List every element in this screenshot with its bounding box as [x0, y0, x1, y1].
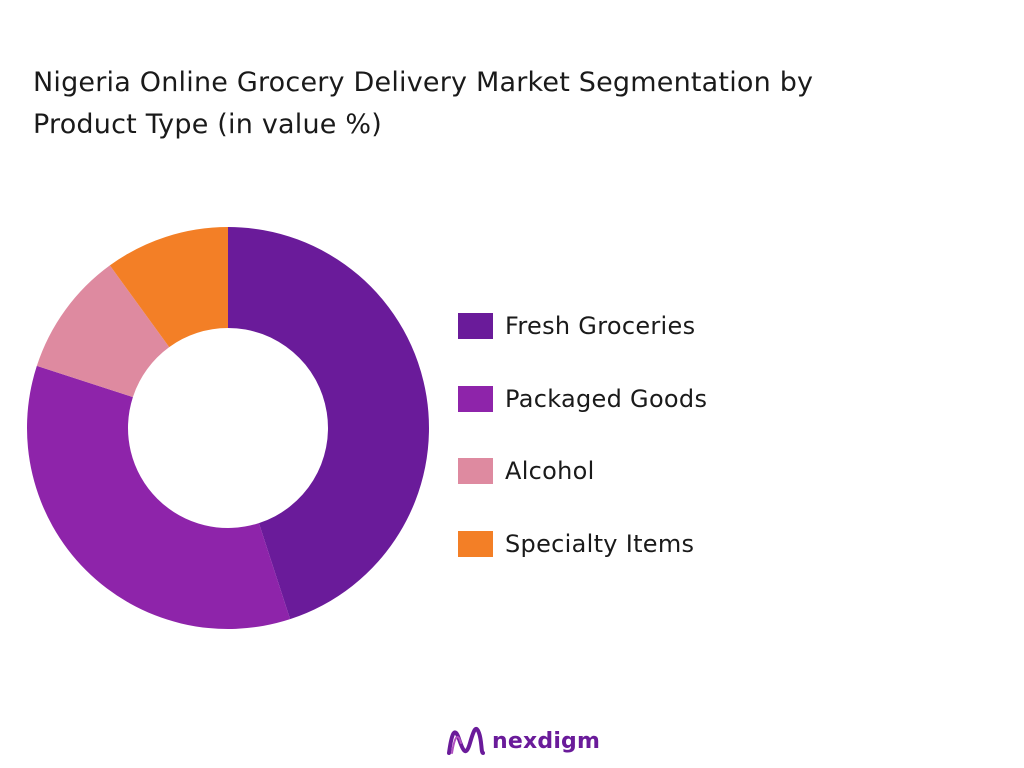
legend-swatch-specialty-items [458, 530, 493, 557]
legend-swatch-fresh-groceries [458, 313, 493, 339]
nexdigm-logo-icon [447, 726, 485, 755]
chart-title-line-1: Nigeria Online Grocery Delivery Market S… [33, 67, 814, 98]
legend-label-alcohol: Alcohol [505, 457, 595, 485]
legend-item-specialty-items: Specialty Items [458, 526, 707, 562]
legend-item-alcohol: Alcohol [458, 453, 707, 489]
donut-slice-fresh-groceries [228, 227, 430, 620]
legend-swatch-packaged-goods [458, 385, 493, 412]
legend-label-specialty-items: Specialty Items [505, 529, 695, 558]
donut-slice-alcohol [36, 265, 170, 398]
nexdigm-logo-text: nexdigm [492, 728, 601, 754]
legend-item-packaged-goods: Packaged Goods [458, 381, 707, 417]
legend-item-fresh-groceries: Fresh Groceries [458, 308, 707, 344]
donut-slice-packaged-goods [26, 365, 291, 629]
donut-slice-specialty-items [109, 227, 228, 348]
legend-label-fresh-groceries: Fresh Groceries [505, 312, 696, 340]
chart-title: Nigeria Online Grocery Delivery Market S… [33, 62, 973, 146]
nexdigm-logo: nexdigm [446, 722, 600, 760]
legend-swatch-alcohol [458, 458, 493, 484]
chart-title-line-2: Product Type (in value %) [33, 109, 382, 140]
chart-legend: Fresh Groceries Packaged Goods Alcohol S… [458, 308, 707, 598]
legend-label-packaged-goods: Packaged Goods [505, 384, 708, 413]
